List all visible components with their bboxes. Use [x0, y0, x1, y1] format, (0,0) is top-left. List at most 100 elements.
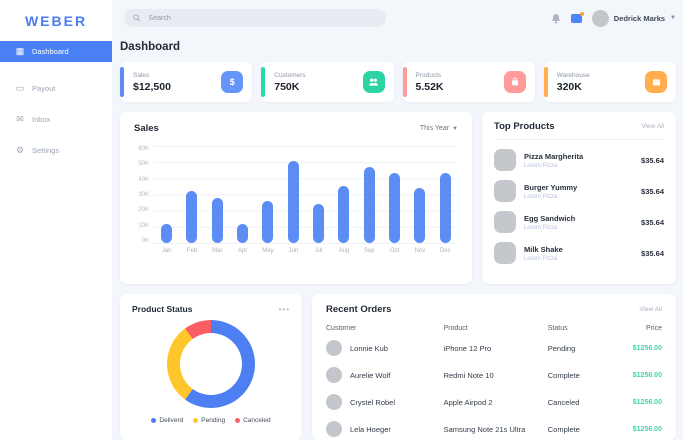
order-status: Pending: [547, 343, 576, 353]
bar-column: [382, 146, 407, 243]
order-table-row[interactable]: Lela Hoeger Samsung Note 21s Ultra Compl…: [326, 418, 662, 440]
product-subtitle: Lorem Pizza: [524, 193, 558, 200]
sidebar-item-label: Settings: [32, 146, 60, 155]
page-edge-right: [683, 0, 690, 448]
product-price: $35.64: [641, 248, 664, 258]
sidebar-item-dashboard[interactable]: ▦ Dashboard: [0, 41, 112, 62]
order-table-row[interactable]: Lonnie Kub iPhone 12 Pro Pending $1256.0…: [326, 337, 662, 359]
sales-bar: [262, 200, 274, 243]
product-name: Egg Sandwich: [524, 213, 576, 223]
column-header-customer: Customer: [326, 325, 357, 332]
order-customer: Crystel Robel: [350, 397, 396, 407]
product-subtitle: Lorem Pizza: [524, 255, 558, 262]
column-header-status: Status: [547, 325, 568, 332]
stat-card-products: Products 5.52K: [402, 62, 535, 102]
product-list-item[interactable]: Milk Shake Lorem Pizza $35.64: [494, 242, 664, 264]
order-product: Redmi Note 10: [443, 370, 494, 380]
x-axis-label: Dec: [439, 248, 451, 254]
bar-column: [306, 146, 331, 243]
y-axis-tick: 60K: [138, 146, 149, 152]
bar-column: [179, 146, 204, 243]
sales-bar-chart: 60K 50K 40K 30K 20K 10K 0K: [134, 146, 458, 244]
year-filter-dropdown[interactable]: This Year ▼: [419, 125, 458, 132]
y-axis-tick: 50K: [138, 161, 149, 168]
product-name: Pizza Margherita: [524, 151, 584, 161]
sidebar-item-label: Payout: [32, 84, 56, 93]
product-thumbnail: [494, 180, 516, 202]
product-status-donut: [167, 320, 255, 408]
sales-bar: [161, 223, 173, 243]
recent-orders-title: Recent Orders: [326, 304, 392, 315]
more-options-icon[interactable]: •••: [278, 304, 290, 314]
legend-item: Canceled: [235, 417, 271, 424]
x-axis-label: Oct: [389, 248, 400, 254]
user-name: Dedrick Marks: [613, 13, 666, 23]
search-input[interactable]: [146, 13, 377, 23]
stat-value: 750K: [274, 80, 300, 93]
bell-icon[interactable]: [551, 13, 561, 24]
chevron-down-icon: ▼: [670, 15, 676, 21]
customer-avatar: [326, 394, 342, 410]
x-axis-label: Jan: [161, 248, 172, 254]
y-axis-tick: 30K: [138, 191, 149, 198]
sidebar-item-settings[interactable]: ⚙ Settings: [0, 140, 112, 161]
sidebar-item-inbox[interactable]: ✉ Inbox: [0, 109, 112, 130]
middle-row: Sales This Year ▼ 60K 50K 40K: [120, 112, 676, 284]
product-status-title: Product Status: [132, 304, 193, 314]
user-menu[interactable]: Dedrick Marks ▼: [591, 9, 676, 27]
column-header-price: Price: [646, 325, 662, 332]
search-box[interactable]: [124, 9, 386, 27]
sidebar-item-payout[interactable]: ▭ Payout: [0, 78, 112, 99]
x-axis-label: Sep: [363, 248, 375, 254]
sales-bar: [338, 186, 350, 243]
sidebar: WEBER ▦ Dashboard ▭ Payout ✉ Inbox ⚙ Set…: [0, 0, 112, 448]
accent-bar: [261, 67, 266, 97]
user-avatar: [591, 9, 609, 27]
order-product: Apple Airpod 2: [443, 397, 493, 407]
sales-bar: [414, 188, 426, 243]
sales-bar: [313, 204, 325, 243]
bar-column: [205, 146, 230, 243]
sidebar-item-label: Dashboard: [32, 47, 69, 56]
product-list-item[interactable]: Egg Sandwich Lorem Pizza $35.64: [494, 211, 664, 233]
column-header-product: Product: [443, 325, 468, 332]
customer-avatar: [326, 367, 342, 383]
recent-orders-card: Recent Orders View All Customer Product …: [312, 294, 676, 440]
legend-item: Pending: [193, 417, 225, 424]
top-products-view-all-link[interactable]: View All: [641, 123, 664, 130]
sales-bar: [237, 223, 249, 243]
messages-icon[interactable]: [570, 11, 584, 23]
legend-label: Deliverd: [159, 417, 184, 424]
x-axis-label: Feb: [186, 248, 198, 254]
y-axis-tick: 0K: [141, 237, 149, 244]
order-status: Canceled: [547, 397, 580, 407]
product-thumbnail: [494, 149, 516, 171]
legend-dot: [235, 418, 241, 423]
sales-bar: [389, 173, 401, 243]
stat-card-sales: Sales $12,500 $: [120, 62, 253, 102]
x-axis-label: Mar: [212, 248, 223, 254]
dashboard-icon: ▦: [15, 46, 25, 56]
order-table-row[interactable]: Crystel Robel Apple Airpod 2 Canceled $1…: [326, 391, 662, 413]
product-list-item[interactable]: Burger Yummy Lorem Pizza $35.64: [494, 180, 664, 202]
recent-orders-view-all-link[interactable]: View All: [639, 306, 662, 313]
bar-column: [154, 146, 179, 243]
product-price: $35.64: [641, 217, 664, 227]
product-price: $35.64: [641, 186, 664, 196]
order-price: $1256.00: [632, 344, 662, 352]
bar-column: [255, 146, 280, 243]
order-table-row[interactable]: Aurelie Wolf Redmi Note 10 Complete $125…: [326, 364, 662, 386]
x-axis-label: May: [262, 248, 274, 254]
bar-column: [407, 146, 432, 243]
x-axis-label: Apr: [237, 248, 248, 254]
stat-card-warehouse: Warehouse 320K: [543, 62, 676, 102]
main-content: Dedrick Marks ▼ Dashboard Sales $12,500 …: [112, 0, 690, 448]
product-thumbnail: [494, 242, 516, 264]
x-axis-label: Aug: [338, 248, 350, 254]
product-list-item[interactable]: Pizza Margherita Lorem Pizza $35.64: [494, 149, 664, 171]
topbar-actions: Dedrick Marks ▼: [551, 9, 676, 27]
stat-label: Products: [415, 71, 442, 79]
page-title: Dashboard: [120, 41, 181, 53]
customer-avatar: [326, 340, 342, 356]
y-axis: 60K 50K 40K 30K 20K 10K 0K: [134, 146, 154, 244]
